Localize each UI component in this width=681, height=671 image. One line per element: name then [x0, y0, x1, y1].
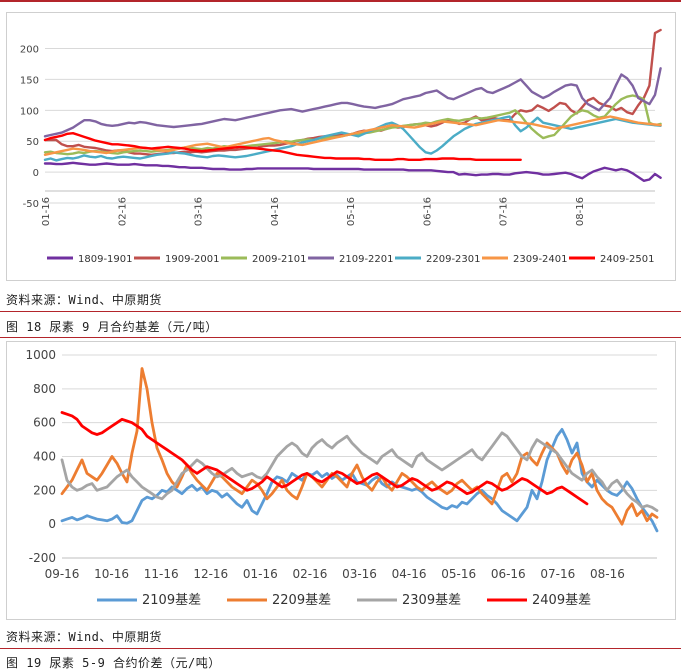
- x-tick-label: 10-16: [94, 567, 129, 581]
- x-tick-label: 04-16: [392, 567, 427, 581]
- y-tick-label: 0: [33, 168, 39, 179]
- y-tick-label: 1000: [25, 348, 56, 362]
- series-line-2309基差: [60, 431, 659, 513]
- x-tick-label: 05-16: [346, 197, 357, 226]
- legend-label: 2109-2201: [339, 254, 394, 265]
- y-tick-label: 200: [33, 483, 56, 497]
- y-tick-label: 150: [20, 75, 39, 86]
- y-tick-label: 0: [48, 517, 56, 531]
- legend-label: 2409基差: [532, 593, 591, 608]
- chart2-panel: -200 0 200 400 600 800 1000 09-16 10-16 11-16 12-1…: [6, 341, 676, 620]
- chart1-svg: -50 0 50 100 150 200 01-16 02-16 03-16 04-16 05-16…: [20, 28, 662, 265]
- y-tick-label: -50: [23, 199, 39, 210]
- x-tick-label: 12-16: [193, 567, 228, 581]
- legend-label: 2209基差: [272, 593, 331, 608]
- x-tick-label: 01-16: [41, 197, 52, 226]
- x-tick-label: 02-16: [117, 197, 128, 226]
- source-note-2: 资料来源：Wind、中原期货: [6, 630, 162, 644]
- legend-label: 2309基差: [402, 593, 461, 608]
- series-line-1809-1901: [43, 161, 662, 183]
- rule-4: [0, 648, 681, 649]
- x-tick-label: 11-16: [144, 567, 179, 581]
- y-tick-label: 50: [26, 137, 39, 148]
- series-line-2409-2501: [43, 131, 522, 162]
- rule-3: [0, 337, 681, 338]
- x-tick-label: 09-16: [45, 567, 80, 581]
- x-tick-label: 04-16: [270, 197, 281, 226]
- x-tick-label: 06-16: [422, 197, 433, 226]
- top-rule: [0, 0, 681, 2]
- x-tick-label: 03-16: [194, 197, 205, 226]
- source-note-1: 资料来源：Wind、中原期货: [6, 293, 162, 307]
- x-tick-label: 06-16: [491, 567, 526, 581]
- legend-label: 2209-2301: [426, 254, 481, 265]
- y-tick-label: 100: [20, 106, 39, 117]
- x-tick-label: 01-16: [243, 567, 278, 581]
- series-line-2209基差: [60, 367, 659, 526]
- legend-label: 2009-2101: [252, 254, 307, 265]
- rule-2: [0, 311, 681, 312]
- x-tick-label: 07-16: [499, 197, 510, 226]
- x-tick-label: 05-16: [441, 567, 476, 581]
- legend-label: 1909-2001: [165, 254, 220, 265]
- y-tick-label: 200: [20, 45, 39, 56]
- legend-label: 1809-1901: [78, 254, 133, 265]
- series-line-2109基差: [60, 428, 659, 533]
- x-tick-label: 02-16: [292, 567, 327, 581]
- y-tick-label: 600: [33, 416, 56, 430]
- x-tick-label: 07-16: [540, 567, 575, 581]
- series-line-2109-2201: [43, 67, 662, 138]
- y-tick-label: 800: [33, 382, 56, 396]
- figure-19-title: 图 19 尿素 5-9 合约价差（元/吨）: [6, 656, 221, 670]
- x-tick-label: 08-16: [590, 567, 625, 581]
- series-line-2409基差: [60, 411, 589, 506]
- chart2-svg: -200 0 200 400 600 800 1000 09-16 10-16 11-16 12-1…: [25, 348, 659, 608]
- x-tick-label: 08-16: [575, 197, 586, 226]
- figure-18-title: 图 18 尿素 9 月合约基差（元/吨）: [6, 320, 218, 334]
- legend-label: 2309-2401: [513, 254, 568, 265]
- y-tick-label: -200: [29, 551, 56, 565]
- chart1-panel: -50 0 50 100 150 200 01-16 02-16 03-16 04-16 05-16…: [6, 12, 676, 281]
- y-tick-label: 400: [33, 450, 56, 464]
- legend-label: 2109基差: [142, 593, 201, 608]
- legend-label: 2409-2501: [600, 254, 655, 265]
- x-tick-label: 03-16: [342, 567, 377, 581]
